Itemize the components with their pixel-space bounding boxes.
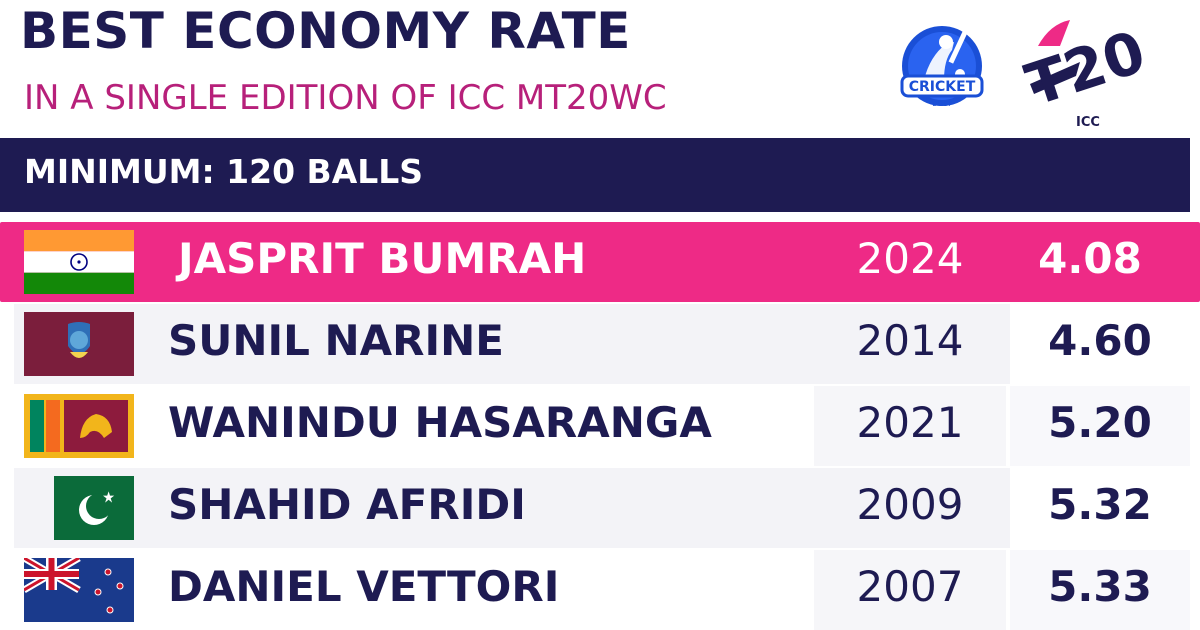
- economy-cell: [1010, 550, 1190, 630]
- table-row: SHAHID AFRIDI 2009 5.32: [14, 468, 1190, 548]
- sri-lanka-flag-icon: [24, 394, 134, 458]
- minimum-balls-bar: MINIMUM: 120 BALLS: [0, 138, 1190, 212]
- table-row: JASPRIT BUMRAH 2024 4.08: [0, 222, 1200, 302]
- minimum-balls-label: MINIMUM: 120 BALLS: [24, 152, 424, 191]
- economy-value: 5.33: [1048, 562, 1152, 611]
- economy-value: 5.20: [1048, 398, 1152, 447]
- edition-year: 2009: [856, 480, 964, 529]
- year-cell: [814, 386, 1006, 466]
- year-cell: [814, 550, 1006, 630]
- economy-value: 5.32: [1048, 480, 1152, 529]
- west-indies-flag-icon: [24, 312, 134, 376]
- player-name: DANIEL VETTORI: [168, 562, 560, 611]
- edition-year: 2021: [856, 398, 964, 447]
- economy-cell: [1010, 304, 1190, 384]
- table-row: WANINDU HASARANGA 2021 5.20: [14, 386, 1190, 466]
- new-zealand-flag-icon: [24, 558, 134, 622]
- page-title: BEST ECONOMY RATE: [20, 2, 631, 60]
- year-cell: [814, 304, 1006, 384]
- cricket-dost-logo: CRICKET DOST: [900, 26, 984, 108]
- player-name: SHAHID AFRIDI: [168, 480, 526, 529]
- table-row: DANIEL VETTORI 2007 5.33: [14, 550, 1190, 630]
- edition-year: 2024: [856, 234, 964, 283]
- india-flag-icon: [24, 230, 134, 294]
- player-name: SUNIL NARINE: [168, 316, 504, 365]
- economy-cell: [1010, 386, 1190, 466]
- t20-world-cup-logo: T20 ICC: [1018, 17, 1153, 130]
- cricket-logo-subtext: DOST: [932, 100, 952, 108]
- year-cell: [814, 468, 1006, 548]
- t20-logo-icc: ICC: [1076, 115, 1100, 130]
- economy-value: 4.60: [1048, 316, 1152, 365]
- table-row: SUNIL NARINE 2014 4.60: [14, 304, 1190, 384]
- cricket-logo-text: CRICKET: [909, 79, 976, 95]
- page-subtitle: IN A SINGLE EDITION OF ICC MT20WC: [24, 78, 667, 118]
- edition-year: 2014: [856, 316, 964, 365]
- pakistan-flag-icon: [54, 476, 134, 540]
- economy-value: 4.08: [1038, 234, 1142, 283]
- player-name: JASPRIT BUMRAH: [178, 234, 587, 283]
- player-name: WANINDU HASARANGA: [168, 398, 712, 447]
- edition-year: 2007: [856, 562, 964, 611]
- economy-cell: [1010, 468, 1190, 548]
- t20-logo-number: T20: [1018, 17, 1153, 119]
